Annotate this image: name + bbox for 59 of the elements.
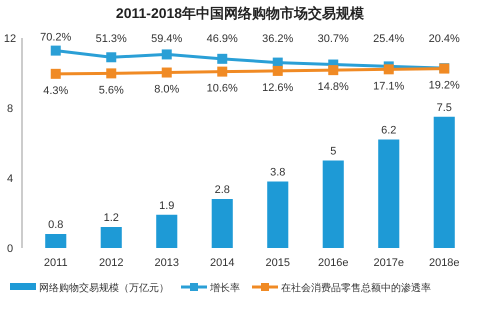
data-label: 59.4% [151, 33, 183, 45]
y-tick-label: 8 [6, 103, 14, 115]
data-label: 5 [330, 146, 336, 158]
legend-label: 增长率 [209, 282, 240, 294]
point [217, 66, 228, 77]
chart-title: 2011-2018年中国网络购物市场交易规模 [116, 5, 366, 21]
point [50, 68, 61, 79]
data-label: 25.4% [373, 33, 405, 45]
data-label: 3.8 [270, 166, 286, 178]
x-tick-label: 2017e [373, 257, 404, 269]
data-label: 5.6% [98, 84, 124, 96]
x-tick-label: 2015 [266, 257, 290, 269]
data-label: 8.0% [154, 84, 180, 96]
data-label: 17.1% [373, 80, 405, 92]
point [384, 64, 394, 74]
bar [100, 227, 122, 248]
y-tick-label: 12 [4, 33, 16, 45]
data-label: 1.9 [159, 200, 174, 212]
data-label: 51.3% [96, 33, 128, 45]
data-label: 10.6% [206, 82, 238, 95]
bar [45, 234, 66, 248]
x-tick-label: 2011 [44, 257, 68, 269]
data-label: 70.2% [40, 32, 72, 44]
x-tick-label: 2018e [428, 257, 460, 269]
data-label: 14.8% [318, 81, 350, 94]
bar [212, 199, 233, 248]
bar [156, 214, 178, 248]
data-label: 1.2 [104, 212, 119, 224]
y-tick-label: 0 [6, 243, 14, 255]
bar [322, 160, 344, 248]
data-label: 4.3% [43, 84, 68, 97]
x-tick-label: 2012 [99, 257, 124, 269]
data-label: 19.2% [428, 80, 460, 92]
data-label: 20.4% [428, 33, 460, 45]
point [106, 68, 116, 78]
point [272, 66, 283, 76]
point [162, 49, 172, 60]
point [50, 46, 61, 56]
point [328, 65, 338, 76]
bar [267, 182, 288, 248]
legend-label: 网络购物交易规模（万亿元） [39, 282, 169, 294]
x-tick-label: 2016e [318, 257, 349, 269]
data-label: 36.2% [262, 33, 294, 45]
point [217, 54, 228, 64]
bar [378, 140, 400, 248]
x-tick-label: 2013 [154, 257, 179, 269]
point [162, 68, 172, 78]
bar [434, 116, 455, 248]
x-tick-label: 2014 [210, 257, 234, 269]
data-label: 0.8 [48, 219, 64, 231]
data-label: 30.7% [318, 33, 350, 45]
point [106, 52, 116, 62]
data-label: 7.5 [436, 102, 452, 114]
legend-label: 在社会消费品零售总额中的渗透率 [281, 282, 431, 294]
y-tick-label: 4 [6, 173, 14, 185]
data-label: 12.6% [262, 82, 294, 94]
data-label: 46.9% [206, 33, 238, 45]
data-label: 2.8 [214, 184, 230, 196]
data-label: 6.2 [381, 124, 396, 136]
